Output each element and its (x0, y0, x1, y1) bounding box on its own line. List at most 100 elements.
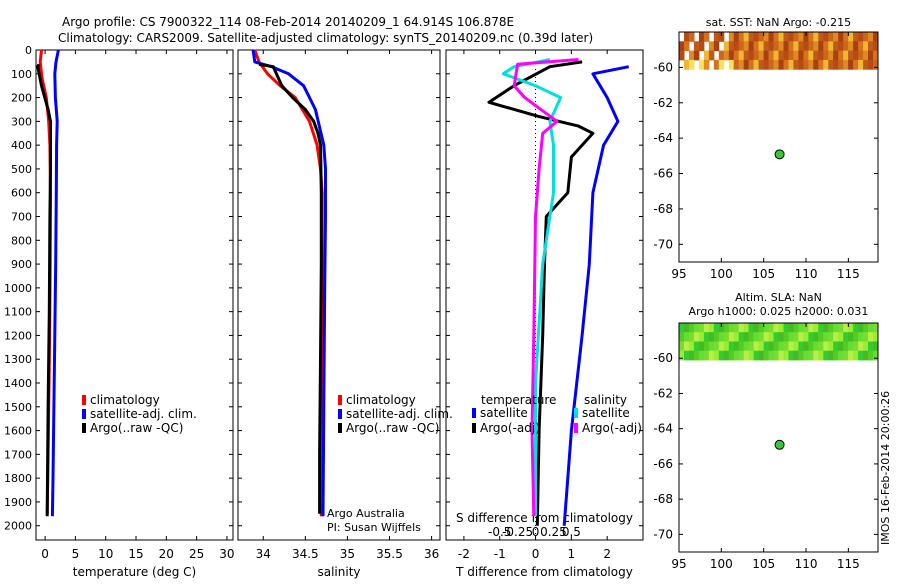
map-cell-sst_map (713, 32, 720, 42)
legend-label-diff-1: Argo(-adj) (480, 421, 540, 435)
map-cell-sla_map (728, 350, 735, 361)
ytick-label-1700: 1700 (4, 448, 32, 461)
map-cell-sla_map (828, 332, 834, 342)
ytick-label-1100: 1100 (4, 306, 32, 319)
map-cell-sla_map (853, 341, 859, 352)
map-cell-sla_map (733, 350, 740, 361)
map-cell-sla_map (838, 341, 844, 352)
legend-header-salinity: salinity (584, 393, 627, 407)
map-cell-sst_map (848, 41, 854, 52)
map-cell-sst_map (768, 59, 774, 70)
map-cell-sst_map (703, 50, 710, 61)
map-cell-sla_map (873, 350, 879, 361)
map-cell-sla_map (873, 341, 879, 352)
map-ytick-label-sla_map--66: -66 (653, 457, 673, 471)
series-line-differences-2 (501, 58, 563, 517)
map-cell-sla_map (803, 323, 809, 333)
map-cell-sst_map (853, 32, 859, 42)
map-cell-sst_map (708, 50, 715, 61)
map-cell-sla_map (718, 341, 725, 352)
map-cell-sst_map (758, 32, 765, 42)
series-line-differences-1 (487, 60, 595, 526)
map-cell-sla_map (803, 332, 809, 342)
map-cell-sst_map (778, 32, 784, 42)
map-cell-sla_map (828, 350, 834, 361)
map-cell-sst_map (758, 50, 765, 61)
map-xtick-label-sla_map-100: 100 (710, 557, 733, 571)
map-cell-sst_map (728, 50, 735, 61)
ytick-label-1800: 1800 (4, 472, 32, 485)
map-cell-sla_map (684, 350, 690, 361)
map-cell-sla_map (858, 332, 864, 342)
map-cell-sla_map (743, 332, 750, 342)
map-cell-sst_map (868, 50, 874, 61)
map-cell-sst_map (788, 32, 794, 42)
map-cell-sst_map (723, 50, 730, 61)
map-ytick-label-sst_map--68: -68 (653, 202, 673, 216)
map-cell-sst_map (778, 50, 784, 61)
map-cell-sst_map (718, 32, 725, 42)
map-xtick-label-sla_map-110: 110 (795, 557, 818, 571)
map-cell-sst_map (783, 50, 789, 61)
map-cell-sla_map (833, 332, 839, 342)
side-stamp: IMOS 16-Feb-2014 20:00:26 (879, 391, 892, 545)
map-cell-sst_map (748, 50, 755, 61)
map-cell-sst_map (823, 59, 829, 70)
ytick-label-700: 700 (11, 211, 32, 224)
map-cell-sla_map (758, 323, 765, 333)
map-cell-sla_map (788, 332, 794, 342)
map-title-sst_map: sat. SST: NaN Argo: -0.215 (706, 16, 851, 29)
map-cell-sla_map (728, 341, 735, 352)
map-cell-sst_map (763, 59, 770, 70)
x2tick-label-3: 0.25 (540, 525, 567, 539)
map-xtick-label-sla_map-105: 105 (752, 557, 775, 571)
map-cell-sla_map (843, 350, 849, 361)
map-cell-sst_map (773, 59, 779, 70)
map-cell-sst_map (798, 59, 804, 70)
map-cell-sst_map (803, 41, 809, 52)
map-cell-sla_map (838, 350, 844, 361)
map-cell-sla_map (798, 350, 804, 361)
map-cell-sla_map (838, 323, 844, 333)
map-cell-sla_map (768, 341, 774, 352)
map-cell-sla_map (798, 332, 804, 342)
xtick-label-salinity-0: 34 (256, 547, 271, 561)
map-cell-sst_map (733, 41, 740, 52)
legend-label-temperature-1: satellite-adj. clim. (90, 407, 197, 421)
map-cell-sst_map (838, 41, 844, 52)
map-frame-sla_map (678, 322, 879, 553)
map-title-sla_map: Altim. SLA: NaN (735, 291, 822, 304)
map-cell-sst_map (738, 32, 745, 42)
legend-label-temperature-0: climatology (90, 393, 160, 407)
map-cell-sst_map (758, 59, 765, 70)
xtick-label-temperature-0: 0 (41, 547, 49, 561)
map-cell-sla_map (728, 332, 735, 342)
map-cell-sla_map (778, 323, 784, 333)
map-cell-sst_map (823, 41, 829, 52)
map-cell-sst_map (738, 59, 745, 70)
map-cell-sla_map (868, 341, 874, 352)
map-cell-sla_map (723, 332, 730, 342)
map-cell-sst_map (728, 41, 735, 52)
map-cell-sst_map (743, 32, 750, 42)
map-cell-sst_map (689, 50, 695, 61)
map-cell-sst_map (873, 32, 879, 42)
map-cell-sst_map (853, 59, 859, 70)
map-cell-sst_map (843, 50, 849, 61)
map-cell-sla_map (853, 350, 859, 361)
map-cell-sst_map (813, 32, 819, 42)
xlabel-differences: T difference from climatology (455, 565, 633, 579)
map-cell-sla_map (778, 350, 784, 361)
map-cell-sla_map (848, 332, 854, 342)
map-cell-sst_map (703, 59, 710, 70)
legend-swatch-salinity-1 (338, 409, 342, 419)
legend-swatch-diff-2 (574, 408, 578, 418)
map-cell-sla_map (808, 350, 814, 361)
series-line-temperature-1 (50, 49, 60, 517)
map-cell-sst_map (713, 59, 720, 70)
ytick-label-100: 100 (11, 68, 32, 81)
map-cell-sla_map (848, 350, 854, 361)
map-ytick-label-sst_map--62: -62 (653, 96, 673, 110)
map-cell-sst_map (838, 50, 844, 61)
map-cell-sla_map (788, 323, 794, 333)
